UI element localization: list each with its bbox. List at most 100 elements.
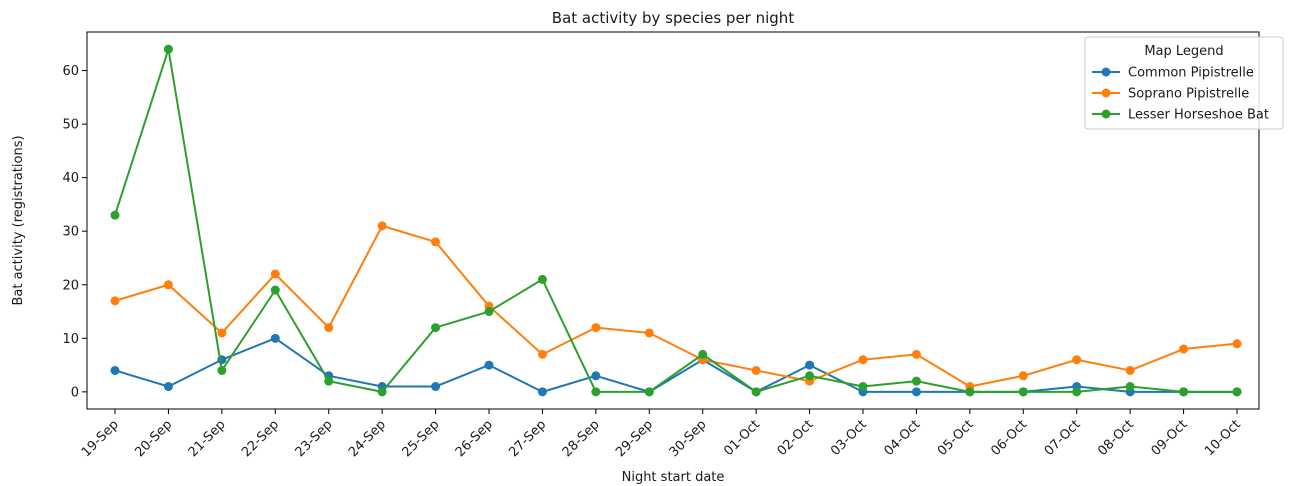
data-point <box>1072 387 1082 397</box>
data-point <box>163 382 173 392</box>
x-tick-label: 01-Oct <box>721 417 763 459</box>
y-axis: 0 10 20 30 40 50 60 <box>62 64 87 400</box>
legend-label: Common Pipistrelle <box>1128 66 1254 81</box>
x-tick-label: 02-Oct <box>775 417 817 459</box>
data-point <box>911 387 921 397</box>
legend-entry: Common Pipistrelle <box>1092 66 1254 81</box>
data-point <box>805 360 815 370</box>
x-tick-label: 29-Sep <box>613 417 656 460</box>
data-point <box>965 387 975 397</box>
x-tick-label: 27-Sep <box>506 417 549 460</box>
data-point <box>591 371 601 381</box>
data-point <box>324 376 334 386</box>
plot-area <box>86 31 1260 410</box>
data-point <box>537 274 547 284</box>
data-point <box>270 285 280 295</box>
y-tick-label: 20 <box>62 278 79 293</box>
legend-marker <box>1101 88 1111 98</box>
data-point <box>217 365 227 375</box>
x-tick-label: 21-Sep <box>186 417 229 460</box>
data-point <box>270 269 280 279</box>
x-tick-label: 30-Sep <box>667 417 710 460</box>
data-point <box>377 221 387 231</box>
data-point <box>1179 344 1189 354</box>
y-tick-label: 50 <box>62 118 79 133</box>
x-tick-label: 04-Oct <box>881 417 923 459</box>
data-point <box>644 328 654 338</box>
legend-entry: Lesser Horseshoe Bat <box>1092 108 1269 123</box>
x-tick-label: 22-Sep <box>239 417 282 460</box>
legend: Map Legend Common Pipistrelle Soprano Pip… <box>1084 36 1284 130</box>
x-tick-label: 05-Oct <box>935 417 977 459</box>
x-tick-label: 25-Sep <box>399 417 442 460</box>
data-point <box>751 387 761 397</box>
data-point <box>431 237 441 247</box>
x-tick-label: 23-Sep <box>293 417 336 460</box>
data-point <box>858 355 868 365</box>
x-tick-label: 24-Sep <box>346 417 389 460</box>
x-tick-label: 28-Sep <box>560 417 603 460</box>
data-point <box>270 333 280 343</box>
legend-marker <box>1101 67 1111 77</box>
legend-label: Soprano Pipistrelle <box>1128 87 1249 102</box>
data-point <box>484 360 494 370</box>
x-tick-label: 03-Oct <box>828 417 870 459</box>
y-tick-label: 10 <box>62 332 79 347</box>
data-point <box>484 307 494 317</box>
data-point <box>377 387 387 397</box>
series-line <box>114 224 1238 388</box>
series-line <box>114 48 1237 393</box>
data-point <box>858 382 868 392</box>
x-axis-title: Night start date <box>622 470 725 485</box>
x-tick-label: 19-Sep <box>79 417 122 460</box>
x-tick-label: 09-Oct <box>1149 417 1191 459</box>
data-point <box>110 296 120 306</box>
series-soprano-pipistrelle <box>110 221 1242 392</box>
data-point <box>751 365 761 375</box>
legend-entry: Soprano Pipistrelle <box>1092 87 1249 102</box>
y-axis-title: Bat activity (registrations) <box>11 135 26 305</box>
x-tick-label: 08-Oct <box>1095 417 1137 459</box>
data-point <box>911 349 921 359</box>
data-point <box>537 387 547 397</box>
data-point <box>1018 387 1028 397</box>
x-tick-label: 06-Oct <box>988 417 1030 459</box>
y-tick-label: 40 <box>62 171 79 186</box>
x-tick-label: 10-Oct <box>1202 417 1244 459</box>
data-point <box>911 376 921 386</box>
data-point <box>591 387 601 397</box>
x-axis: 19-Sep 20-Sep 21-Sep 22-Sep 23-Sep 24-Sep 25-S… <box>79 409 1244 460</box>
data-point <box>163 280 173 290</box>
x-tick-label: 26-Sep <box>453 417 496 460</box>
series-layer <box>110 44 1242 397</box>
data-point <box>805 371 815 381</box>
data-point <box>698 349 708 359</box>
chart-title: Bat activity by species per night <box>552 9 795 27</box>
legend-label: Lesser Horseshoe Bat <box>1128 108 1269 123</box>
data-point <box>591 323 601 333</box>
data-point <box>1232 339 1242 349</box>
y-tick-label: 0 <box>71 385 79 400</box>
data-point <box>1125 382 1135 392</box>
data-point <box>431 382 441 392</box>
data-point <box>217 328 227 338</box>
data-point <box>1232 387 1242 397</box>
data-point <box>1072 355 1082 365</box>
series-line <box>114 337 1237 393</box>
data-point <box>644 387 654 397</box>
data-point <box>1179 387 1189 397</box>
data-point <box>324 323 334 333</box>
y-tick-label: 30 <box>62 225 79 240</box>
data-point <box>1125 365 1135 375</box>
series-lesser-horseshoe-bat <box>110 44 1242 397</box>
data-point <box>110 210 120 220</box>
data-point <box>431 323 441 333</box>
legend-box <box>1084 36 1284 130</box>
data-point <box>110 365 120 375</box>
x-tick-label: 07-Oct <box>1042 417 1084 459</box>
data-point <box>537 349 547 359</box>
legend-title: Map Legend <box>1144 44 1223 59</box>
data-point <box>163 44 173 54</box>
y-tick-label: 60 <box>62 64 79 79</box>
